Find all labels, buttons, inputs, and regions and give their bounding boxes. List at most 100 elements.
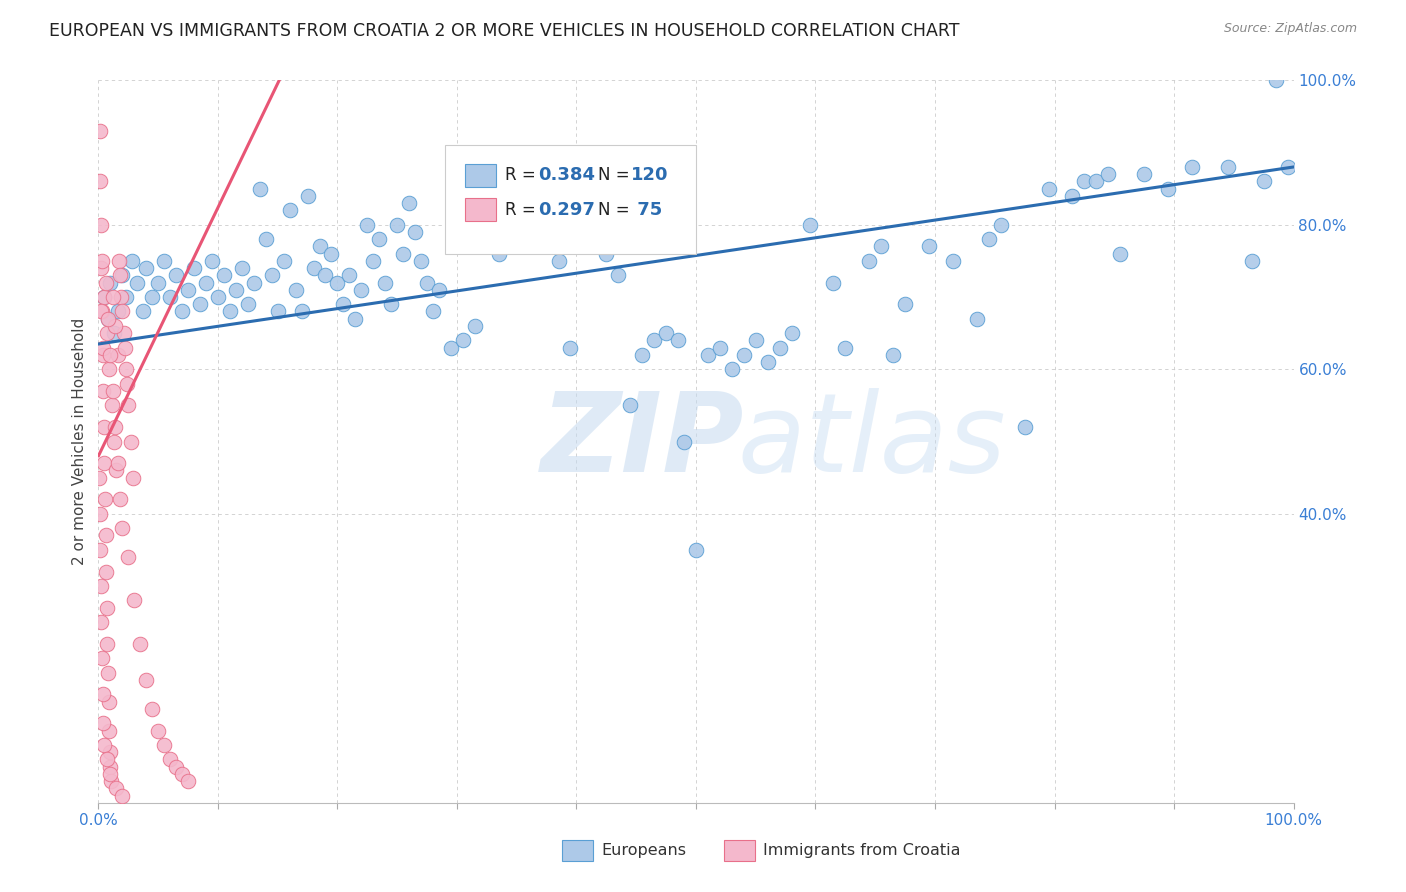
- Point: [108, 492, 131, 507]
- Point: [356, 218, 378, 232]
- Point: [398, 196, 420, 211]
- Point: [103, 326, 125, 341]
- Point: [94, 492, 117, 507]
- Text: Source: ZipAtlas.com: Source: ZipAtlas.com: [1223, 22, 1357, 36]
- Point: [165, 268, 187, 283]
- Point: [267, 304, 290, 318]
- Point: [111, 304, 134, 318]
- Point: [488, 246, 510, 260]
- Point: [201, 253, 224, 268]
- Text: 0.384: 0.384: [538, 166, 595, 184]
- Point: [547, 253, 569, 268]
- Point: [103, 434, 125, 449]
- Point: [308, 239, 330, 253]
- Point: [1109, 246, 1132, 260]
- Point: [107, 253, 129, 268]
- Text: R =: R =: [505, 166, 541, 184]
- Point: [90, 579, 112, 593]
- Point: [117, 398, 139, 412]
- Point: [91, 651, 114, 665]
- Point: [966, 311, 988, 326]
- Point: [685, 542, 707, 557]
- Point: [823, 276, 845, 290]
- Point: [583, 218, 606, 232]
- Point: [135, 673, 157, 687]
- Point: [302, 261, 325, 276]
- Text: N =: N =: [598, 166, 636, 184]
- Point: [332, 297, 354, 311]
- Point: [177, 774, 200, 789]
- Point: [110, 290, 132, 304]
- Point: [89, 542, 111, 557]
- Point: [231, 261, 253, 276]
- Point: [769, 341, 792, 355]
- Point: [98, 348, 122, 362]
- Point: [90, 304, 112, 318]
- Point: [595, 246, 617, 260]
- Point: [131, 304, 153, 318]
- Point: [96, 326, 118, 341]
- Point: [721, 362, 744, 376]
- Point: [427, 283, 450, 297]
- Point: [631, 348, 654, 362]
- Point: [870, 239, 893, 253]
- Point: [780, 326, 803, 341]
- Point: [212, 268, 235, 283]
- Point: [1240, 253, 1263, 268]
- Point: [942, 253, 965, 268]
- Point: [571, 232, 593, 246]
- Point: [97, 665, 120, 680]
- Point: [153, 253, 176, 268]
- Point: [153, 738, 176, 752]
- Point: [709, 341, 731, 355]
- Point: [1253, 174, 1275, 188]
- Point: [666, 334, 689, 348]
- Point: [148, 276, 170, 290]
- Point: [697, 348, 720, 362]
- Point: [89, 507, 111, 521]
- Point: [105, 781, 128, 796]
- Point: [112, 326, 135, 341]
- Point: [273, 253, 295, 268]
- Point: [98, 362, 121, 376]
- Point: [1133, 167, 1156, 181]
- Point: [91, 304, 114, 318]
- Point: [350, 283, 373, 297]
- Point: [1085, 174, 1108, 188]
- Point: [344, 311, 367, 326]
- Text: EUROPEAN VS IMMIGRANTS FROM CROATIA 2 OR MORE VEHICLES IN HOUSEHOLD CORRELATION : EUROPEAN VS IMMIGRANTS FROM CROATIA 2 OR…: [49, 22, 960, 40]
- Text: N =: N =: [598, 201, 636, 219]
- Point: [98, 745, 121, 759]
- Y-axis label: 2 or more Vehicles in Household: 2 or more Vehicles in Household: [72, 318, 87, 566]
- Point: [225, 283, 247, 297]
- Point: [96, 600, 118, 615]
- Point: [475, 218, 498, 232]
- Point: [643, 334, 665, 348]
- Point: [1073, 174, 1095, 188]
- Point: [1157, 182, 1180, 196]
- Text: 120: 120: [631, 166, 669, 184]
- Point: [236, 297, 259, 311]
- Point: [523, 239, 546, 253]
- Point: [894, 297, 917, 311]
- Text: Immigrants from Croatia: Immigrants from Croatia: [763, 844, 960, 858]
- Point: [141, 290, 163, 304]
- Point: [464, 318, 486, 333]
- Point: [100, 774, 122, 789]
- Point: [93, 456, 115, 470]
- Text: R =: R =: [505, 201, 541, 219]
- Point: [1264, 73, 1286, 87]
- Point: [1277, 160, 1299, 174]
- Point: [385, 218, 409, 232]
- Point: [159, 752, 181, 766]
- Point: [512, 196, 534, 211]
- Point: [207, 290, 229, 304]
- Point: [98, 767, 122, 781]
- Point: [115, 290, 138, 304]
- Point: [115, 362, 138, 376]
- Point: [90, 615, 112, 630]
- Point: [108, 268, 131, 283]
- Point: [97, 695, 120, 709]
- Point: [297, 189, 319, 203]
- Point: [260, 268, 283, 283]
